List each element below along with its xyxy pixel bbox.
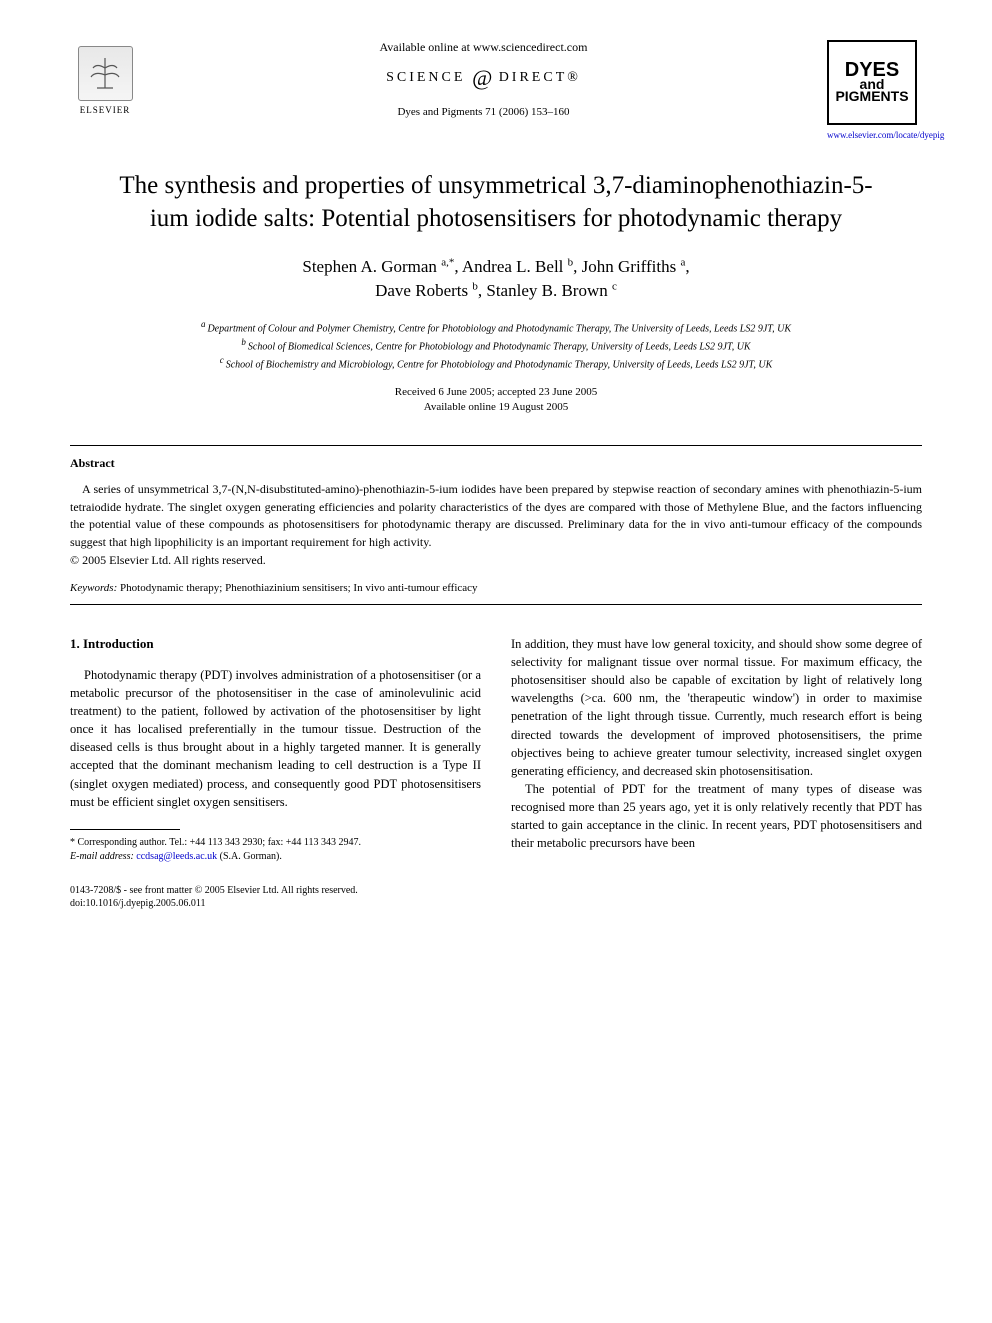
- section-1-para-3: The potential of PDT for the treatment o…: [511, 780, 922, 853]
- direct-label: DIRECT®: [499, 70, 581, 85]
- center-header: Available online at www.sciencedirect.co…: [140, 40, 827, 118]
- abstract-heading: Abstract: [70, 456, 922, 471]
- email-label: E-mail address:: [70, 851, 134, 862]
- keywords-label: Keywords:: [70, 582, 117, 594]
- keywords-text: Photodynamic therapy; Phenothiazinium se…: [120, 582, 478, 594]
- science-label: SCIENCE: [386, 70, 465, 85]
- author-4: Dave Roberts b: [375, 281, 478, 300]
- column-right: In addition, they must have low general …: [511, 635, 922, 864]
- corresponding-author-note: * Corresponding author. Tel.: +44 113 34…: [70, 836, 481, 850]
- footnote-block: * Corresponding author. Tel.: +44 113 34…: [70, 836, 481, 864]
- author-2: Andrea L. Bell b: [462, 257, 573, 276]
- article-dates: Received 6 June 2005; accepted 23 June 2…: [70, 385, 922, 416]
- footer-line-2: doi:10.1016/j.dyepig.2005.06.011: [70, 897, 922, 910]
- authors-line: Stephen A. Gorman a,*, Andrea L. Bell b,…: [70, 255, 922, 303]
- author-5: Stanley B. Brown c: [486, 281, 617, 300]
- science-direct-logo: SCIENCE @ DIRECT®: [140, 65, 827, 91]
- section-1-para-2: In addition, they must have low general …: [511, 635, 922, 780]
- affiliation-b: bSchool of Biomedical Sciences, Centre f…: [70, 336, 922, 354]
- email-name: (S.A. Gorman).: [220, 851, 282, 862]
- column-left: 1. Introduction Photodynamic therapy (PD…: [70, 635, 481, 864]
- journal-title-3: PIGMENTS: [835, 91, 908, 103]
- footer-line-1: 0143-7208/$ - see front matter © 2005 El…: [70, 884, 922, 897]
- footer-info: 0143-7208/$ - see front matter © 2005 El…: [70, 884, 922, 910]
- section-1-para-1: Photodynamic therapy (PDT) involves admi…: [70, 666, 481, 811]
- online-date: Available online 19 August 2005: [70, 400, 922, 415]
- email-address-link[interactable]: ccdsag@leeds.ac.uk: [136, 851, 217, 862]
- abstract-copyright: © 2005 Elsevier Ltd. All rights reserved…: [70, 553, 922, 568]
- affiliation-c: cSchool of Biochemistry and Microbiology…: [70, 354, 922, 372]
- abstract-text: A series of unsymmetrical 3,7-(N,N-disub…: [70, 481, 922, 551]
- elsevier-tree-icon: [78, 46, 133, 101]
- citation-line: Dyes and Pigments 71 (2006) 153–160: [140, 106, 827, 118]
- footnote-rule: [70, 829, 180, 830]
- elsevier-logo: ELSEVIER: [70, 40, 140, 120]
- affiliation-a: aDepartment of Colour and Polymer Chemis…: [70, 318, 922, 336]
- affiliations: aDepartment of Colour and Polymer Chemis…: [70, 318, 922, 373]
- section-1-heading: 1. Introduction: [70, 635, 481, 654]
- abstract-bottom-rule: [70, 604, 922, 605]
- journal-logo-block: DYES and PIGMENTS www.elsevier.com/locat…: [827, 40, 922, 140]
- journal-url-link[interactable]: www.elsevier.com/locate/dyepig: [827, 130, 922, 140]
- elsevier-label: ELSEVIER: [80, 105, 131, 115]
- article-title: The synthesis and properties of unsymmet…: [110, 170, 882, 235]
- available-online-text: Available online at www.sciencedirect.co…: [140, 40, 827, 55]
- keywords-line: Keywords: Photodynamic therapy; Phenothi…: [70, 582, 922, 594]
- email-line: E-mail address: ccdsag@leeds.ac.uk (S.A.…: [70, 850, 481, 864]
- author-3: John Griffiths a: [582, 257, 686, 276]
- body-columns: 1. Introduction Photodynamic therapy (PD…: [70, 635, 922, 864]
- received-date: Received 6 June 2005; accepted 23 June 2…: [70, 385, 922, 400]
- author-1: Stephen A. Gorman a,*: [302, 257, 454, 276]
- page-header: ELSEVIER Available online at www.science…: [70, 40, 922, 140]
- journal-cover-icon: DYES and PIGMENTS: [827, 40, 917, 125]
- at-symbol: @: [472, 65, 492, 90]
- abstract-top-rule: [70, 445, 922, 446]
